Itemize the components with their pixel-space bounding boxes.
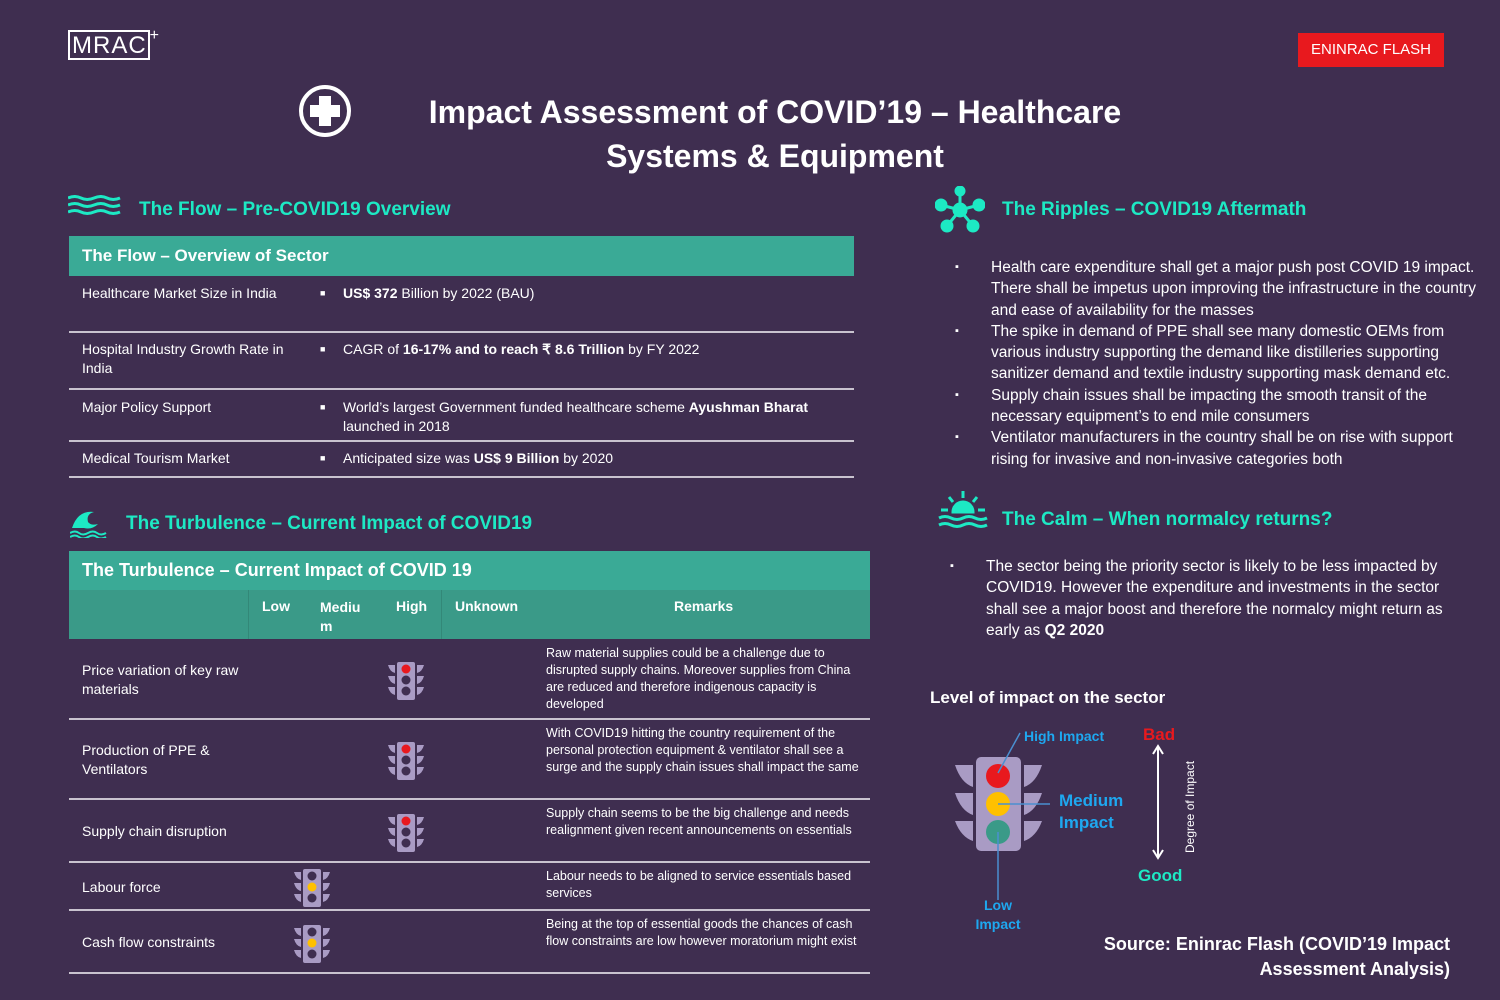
row-value: CAGR of 16-17% and to reach ₹ 8.6 Trilli…: [343, 340, 843, 359]
ripples-bullet: The spike in demand of PPE shall see man…: [955, 321, 1480, 385]
row-label: Hospital Industry Growth Rate in India: [82, 341, 284, 376]
col-high: High: [396, 598, 428, 614]
eninrac-flash-badge: ENINRAC FLASH: [1298, 33, 1444, 67]
row-value: World’s largest Government funded health…: [343, 398, 843, 436]
bullet-icon: ■: [320, 288, 326, 298]
value-text: launched in 2018: [343, 418, 450, 434]
value-text: CAGR of: [343, 341, 403, 357]
source-note: Source: Eninrac Flash (COVID’19 Impact A…: [1103, 934, 1450, 979]
network-icon: [935, 186, 985, 233]
legend-high-impact: High Impact: [1024, 728, 1105, 744]
page-title: Impact Assessment of COVID’19 – Healthca…: [428, 94, 1122, 174]
row-label: Labour force: [82, 878, 161, 895]
row-label: Healthcare Market Size in India: [82, 285, 277, 301]
calm-bullet-text: The sector being the priority sector is …: [986, 558, 1443, 639]
flow-table-title: The Flow – Overview of Sector: [69, 236, 854, 276]
medical-cross-icon: [299, 85, 351, 137]
calm-bullets: The sector being the priority sector is …: [950, 556, 1450, 641]
impact-arrow-icon: [1152, 744, 1164, 860]
col-medium: Mediu m: [320, 599, 361, 634]
bullet-icon: ■: [320, 402, 326, 412]
flow-table-row: Hospital Industry Growth Rate in India ■…: [69, 332, 854, 390]
row-remark: Labour needs to be aligned to service es…: [546, 869, 852, 900]
flow-table-row: Major Policy Support ■ World’s largest G…: [69, 390, 854, 442]
ripples-bullet: Supply chain issues shall be impacting t…: [955, 385, 1480, 428]
value-text: Anticipated size was: [343, 450, 474, 466]
wave-icon: [70, 511, 107, 538]
logo-plus: +: [149, 27, 160, 44]
flow-table-row: Healthcare Market Size in India ■ US$ 37…: [69, 276, 854, 333]
legend-bad: Bad: [1143, 725, 1176, 744]
turbulence-table-row: Cash flow constraints Being at the top o…: [69, 911, 870, 974]
row-label: Price variation of key raw materials: [82, 662, 239, 697]
turbulence-table-row: Production of PPE & Ventilators With COV…: [69, 720, 870, 800]
traffic-light-icon: [388, 742, 424, 780]
traffic-light-icon: [294, 924, 330, 963]
flow-table-row: Medical Tourism Market ■ Anticipated siz…: [69, 441, 854, 478]
calm-section-title: The Calm – When normalcy returns?: [1002, 509, 1333, 530]
ripples-bullets: Health care expenditure shall get a majo…: [955, 257, 1480, 470]
value-bold: 16-17% and to reach ₹ 8.6 Trillion: [402, 341, 625, 357]
value-text: by FY 2022: [624, 341, 700, 357]
row-label: Medical Tourism Market: [82, 450, 230, 466]
legend-good: Good: [1138, 866, 1183, 885]
col-remarks: Remarks: [674, 598, 734, 614]
calm-bullet: The sector being the priority sector is …: [950, 556, 1450, 641]
turbulence-table-title: The Turbulence – Current Impact of COVID…: [69, 551, 870, 590]
waves-icon: [68, 195, 121, 215]
turbulence-table-row: Labour force Labour needs to be aligned …: [69, 863, 870, 911]
turbulence-section-title: The Turbulence – Current Impact of COVID…: [126, 513, 533, 534]
row-remark: Supply chain seems to be the big challen…: [546, 806, 852, 837]
ripples-section-title: The Ripples – COVID19 Aftermath: [1002, 199, 1307, 220]
legend-low-impact: Low Impact: [975, 897, 1021, 932]
value-bold: US$ 9 Billion: [473, 450, 560, 466]
turbulence-column-headers: Low Mediu m High Unknown Remarks: [69, 590, 870, 639]
row-remark: Raw material supplies could be a challen…: [546, 646, 851, 711]
turbulence-table-row: Price variation of key raw materials Raw…: [69, 640, 870, 720]
col-low: Low: [262, 598, 290, 614]
ripples-bullet: Ventilator manufacturers in the country …: [955, 427, 1480, 470]
row-label: Production of PPE & Ventilators: [82, 742, 210, 777]
flow-section-title: The Flow – Pre-COVID19 Overview: [139, 199, 451, 220]
value-text: Billion by 2022 (BAU): [397, 285, 535, 301]
row-remark: Being at the top of essential goods the …: [546, 917, 857, 948]
ripples-bullet: Health care expenditure shall get a majo…: [955, 257, 1480, 321]
value-bold: US$ 372: [343, 285, 398, 301]
bullet-icon: ■: [320, 344, 326, 354]
row-label: Cash flow constraints: [82, 934, 216, 950]
row-label: Major Policy Support: [82, 399, 212, 415]
sunrise-icon: [938, 491, 988, 528]
bullet-icon: ■: [320, 453, 326, 463]
traffic-light-icon: [294, 869, 330, 907]
value-text: World’s largest Government funded health…: [343, 399, 689, 415]
traffic-light-icon: [388, 813, 424, 852]
row-remark: With COVID19 hitting the country require…: [546, 726, 859, 774]
value-text: by 2020: [559, 450, 614, 466]
legend-medium-impact: Medium Impact: [1059, 791, 1124, 832]
legend-axis-label: Degree of Impact: [1183, 760, 1197, 853]
turbulence-table-row: Supply chain disruption Supply chain see…: [69, 800, 870, 863]
row-value: Anticipated size was US$ 9 Billion by 20…: [343, 449, 843, 468]
logo-text: MRAC: [72, 32, 147, 59]
calm-bullet-bold: Q2 2020: [1044, 621, 1105, 639]
traffic-light-icon: [388, 662, 424, 700]
row-value: US$ 372 Billion by 2022 (BAU): [343, 284, 843, 303]
traffic-light-legend-icon: [955, 732, 1050, 900]
value-bold: Ayushman Bharat: [688, 399, 809, 415]
col-unknown: Unknown: [455, 598, 518, 614]
row-label: Supply chain disruption: [82, 823, 227, 839]
legend-title: Level of impact on the sector: [930, 688, 1166, 707]
mrac-logo: MRAC +: [68, 27, 159, 60]
